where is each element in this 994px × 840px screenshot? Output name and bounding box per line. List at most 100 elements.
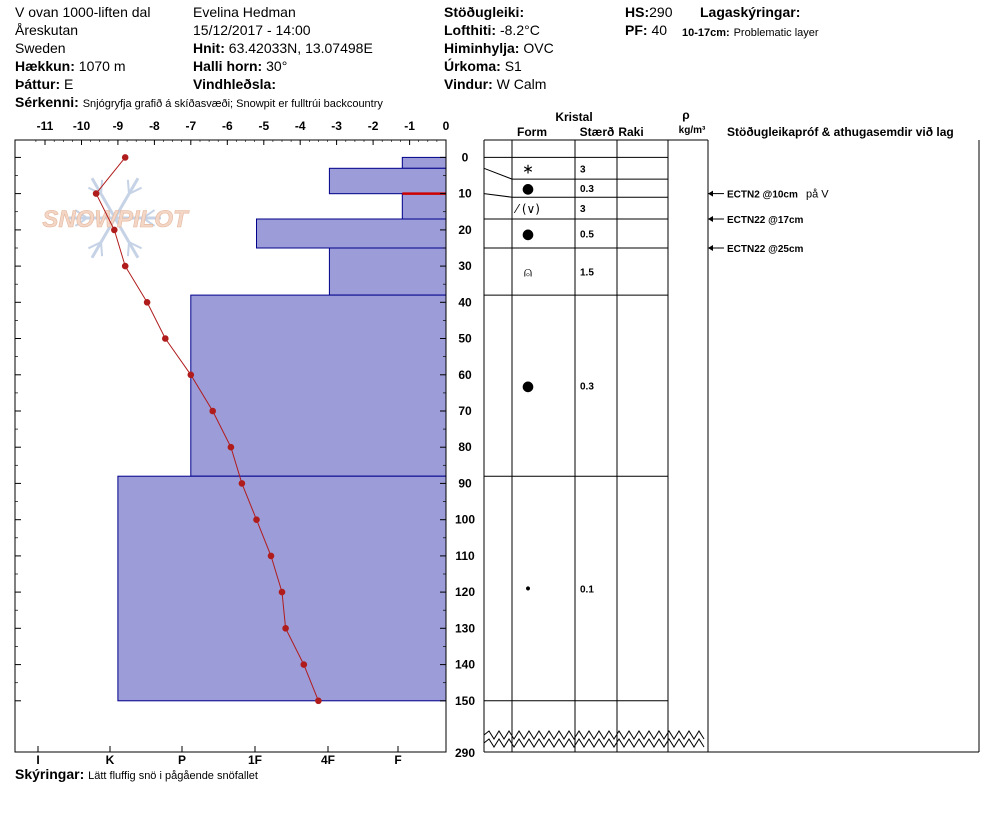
grain-form-symbol: ● bbox=[522, 181, 534, 197]
air-temp-value: -8.2°C bbox=[499, 22, 540, 38]
sky-row: Himinhylja: OVC bbox=[444, 39, 554, 57]
location-line1: V ovan 1000-liften dal bbox=[15, 4, 151, 20]
depth-tick-label: 150 bbox=[455, 694, 475, 708]
test-arrowhead bbox=[708, 190, 713, 197]
wind-loading-label: Vindhleðsla: bbox=[193, 76, 276, 92]
hs-label: HS: bbox=[625, 4, 650, 20]
test-result: ECTN2 @10cm bbox=[727, 190, 798, 201]
specifics-row: Sérkenni: Snjógryfja grafið á skíðasvæði… bbox=[15, 93, 383, 113]
hardness-layer-bar bbox=[401, 156, 447, 169]
form-header: Form bbox=[517, 125, 547, 139]
test-arrowhead bbox=[708, 216, 713, 222]
temp-tick-label: -9 bbox=[113, 119, 124, 133]
profile-axes: -11 -10 -9 -8 -7 -6 -5 -4 -3 -2 -1 0I K P 1F 4F F0102030… bbox=[14, 119, 475, 767]
hardness-layer-bar bbox=[328, 247, 447, 296]
temperature-point bbox=[278, 588, 286, 596]
layer-notes-label: Lagaskýringar: bbox=[700, 4, 801, 20]
snowflake-branch bbox=[126, 179, 130, 194]
coords-value: 63.42033N, 13.07498E bbox=[228, 40, 373, 56]
elevation-value: 1070 m bbox=[78, 58, 126, 74]
temperature-point bbox=[209, 407, 216, 415]
depth-tick-label: 60 bbox=[458, 368, 472, 382]
air-temp-label: Lofthiti: bbox=[444, 22, 497, 38]
hardness-tick-label: I bbox=[36, 753, 39, 767]
header: V ovan 1000-liften dal Åreskutan Sweden … bbox=[0, 0, 994, 115]
precip-row: Úrkoma: S1 bbox=[444, 57, 522, 75]
density-symbol: ρ bbox=[682, 108, 689, 122]
hs-value: 290 bbox=[649, 4, 673, 20]
datetime: 15/12/2017 - 14:00 bbox=[193, 22, 311, 38]
hardness-tick-label: 1F bbox=[248, 753, 262, 767]
depth-tick-label: 10 bbox=[458, 187, 472, 201]
depth-tick-label: 0 bbox=[462, 150, 469, 164]
test-arrowhead bbox=[708, 245, 713, 251]
wind-value: W Calm bbox=[496, 76, 547, 92]
temperature-point bbox=[111, 226, 118, 234]
location-line3: Sweden bbox=[15, 40, 66, 56]
notes-value: Lätt fluffig snö i pågående snöfallet bbox=[88, 770, 258, 782]
depth-tick-label: 100 bbox=[455, 513, 475, 527]
hardness-layer-bar bbox=[328, 167, 447, 195]
snowflake-branch bbox=[128, 186, 143, 195]
specifics-value: Snjógryfja grafið á skíðasvæði; Snowpit … bbox=[82, 98, 383, 110]
depth-connector bbox=[483, 193, 513, 198]
depth-tick-label: 80 bbox=[458, 440, 472, 454]
moisture-header: Raki bbox=[618, 125, 643, 139]
sky-value: OVC bbox=[523, 40, 554, 56]
problem-layer-text: Problematic layer bbox=[733, 27, 819, 39]
wind-row: Vindur: W Calm bbox=[444, 75, 546, 93]
depth-tick-label: 140 bbox=[455, 658, 475, 672]
temp-tick-label: -2 bbox=[368, 119, 379, 133]
test-note: på V bbox=[806, 189, 829, 201]
temperature-point bbox=[121, 154, 129, 161]
elevation-label: Hækkun: bbox=[15, 58, 75, 74]
temperature-profile bbox=[92, 154, 322, 705]
temperature-point bbox=[162, 335, 169, 342]
hardness-tick-label: K bbox=[106, 753, 115, 767]
layer-table: Kristal Form Stærð Raki ρ kg/m³ Stöðugleikapró… bbox=[483, 108, 980, 753]
hs-row: HS:290 bbox=[625, 3, 672, 21]
hardness-layer-bar bbox=[256, 218, 447, 249]
specifics-label: Sérkenni: bbox=[15, 94, 79, 110]
grain-form-symbol: ⁄ (∨) bbox=[513, 202, 540, 216]
observer: Evelina Hedman bbox=[193, 4, 296, 20]
hardness-tick-label: 4F bbox=[321, 753, 335, 767]
test-result: ECTN22 @17cm bbox=[727, 215, 804, 226]
grain-form-symbol: ● bbox=[522, 227, 534, 243]
pf-value: 40 bbox=[651, 22, 668, 38]
temperature-point bbox=[92, 190, 100, 197]
snowflake-branch bbox=[87, 241, 102, 250]
temperature-point bbox=[282, 625, 289, 632]
tests-header: Stöðugleikapróf & athugasemdir við lag bbox=[727, 125, 954, 139]
temperature-point bbox=[238, 480, 246, 487]
snowflake-arm bbox=[113, 217, 140, 259]
temp-tick-label: -3 bbox=[331, 119, 342, 133]
grain-size-value: 0.5 bbox=[580, 230, 594, 241]
grain-size-value: 3 bbox=[580, 204, 586, 215]
temperature-point bbox=[227, 443, 235, 451]
snowflake-arm bbox=[90, 177, 117, 219]
temp-tick-label: -11 bbox=[37, 119, 54, 133]
depth-tick-label: 90 bbox=[458, 476, 472, 490]
snowflake-branch bbox=[74, 209, 88, 219]
temp-tick-label: -4 bbox=[295, 119, 306, 133]
snowflake-branch bbox=[128, 241, 143, 250]
test-result: ECTN22 @25cm bbox=[727, 244, 804, 255]
coords-label: Hnit: bbox=[193, 40, 225, 56]
hardness-tick-label: P bbox=[178, 753, 186, 767]
grain-form-symbol: • bbox=[524, 582, 532, 598]
snowflake-branch bbox=[74, 217, 88, 227]
coords-row: Hnit: 63.42033N, 13.07498E bbox=[193, 39, 373, 57]
slope-value: 30° bbox=[266, 58, 288, 74]
snowpilot-watermark: SNOWPILOT bbox=[42, 177, 190, 259]
temperature-line bbox=[95, 157, 319, 701]
aspect-row: Þáttur: E bbox=[15, 75, 73, 93]
axis-break-mark bbox=[483, 730, 705, 740]
grain-form-symbol: ⍝ bbox=[524, 265, 532, 281]
depth-tick-label: 130 bbox=[455, 621, 475, 635]
temp-tick-label: -10 bbox=[73, 119, 91, 133]
temperature-point bbox=[253, 516, 260, 523]
snowflake-branch bbox=[142, 217, 156, 227]
axis-break-mark bbox=[483, 738, 705, 748]
